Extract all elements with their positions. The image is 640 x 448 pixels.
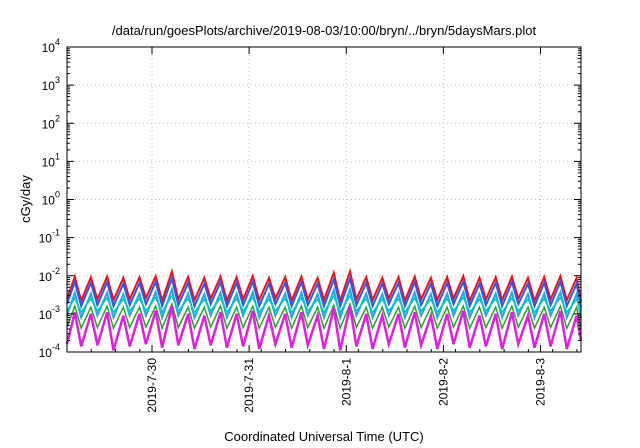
x-tick-label: 2019-7-30 [145,358,159,413]
x-tick-label: 2019-8-1 [339,358,353,406]
series-line-5 [66,301,582,331]
y-tick-label: 104 [42,37,60,55]
x-tick-label: 2019-7-31 [242,358,256,413]
y-axis: 10-4 10-3 10-2 10-1 100 101 102 103 104 [39,37,581,360]
series-line-1 [66,267,582,305]
y-tick-label: 10-1 [39,228,60,246]
y-tick-label: 10-3 [39,304,60,322]
y-tick-label: 10-2 [39,266,60,284]
series-line-6 [65,305,583,351]
y-tick-label: 10-4 [39,342,60,360]
x-tick-label: 2019-8-3 [534,358,548,406]
y-axis-label: cGy/day [18,175,33,223]
x-axis-label: Coordinated Universal Time (UTC) [224,429,423,444]
y-tick-label: 100 [42,190,60,208]
x-tick-label: 2019-8-2 [436,358,450,406]
series-layer [65,267,583,351]
chart-title: /data/run/goesPlots/archive/2019-08-03/1… [112,23,537,38]
series-line-2 [66,274,582,310]
series-line-4 [66,294,582,314]
y-tick-label: 101 [42,151,60,169]
x-axis: 2019-7-30 2019-7-31 2019-8-1 2019-8-2 2019-8… [66,47,578,413]
y-tick-label: 102 [42,113,60,131]
y-tick-label: 103 [42,75,60,93]
